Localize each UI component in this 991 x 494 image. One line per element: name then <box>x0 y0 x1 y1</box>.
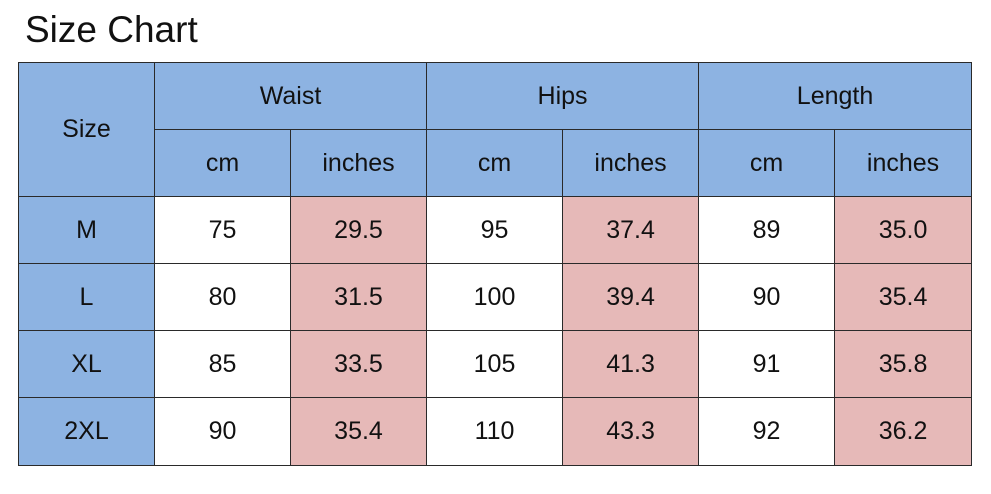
length-group-header: Length <box>698 62 973 130</box>
hips-inches-cell: 39.4 <box>562 263 700 331</box>
table-row: M 75 29.5 95 37.4 89 35.0 <box>18 196 973 264</box>
hips-group-header: Hips <box>426 62 700 130</box>
length-cm-cell: 90 <box>698 263 836 331</box>
hips-inches-cell: 43.3 <box>562 397 700 466</box>
hips-cm-cell: 95 <box>426 196 564 264</box>
table-row: XL 85 33.5 105 41.3 91 35.8 <box>18 330 973 398</box>
waist-cm-cell: 85 <box>154 330 291 398</box>
waist-inches-cell: 31.5 <box>289 263 428 331</box>
table-row: 2XL 90 35.4 110 43.3 92 36.2 <box>18 397 973 466</box>
length-inches-cell: 35.8 <box>834 330 973 398</box>
unit-header-hips-cm: cm <box>426 129 564 197</box>
page-title: Size Chart <box>25 9 198 50</box>
table-row: L 80 31.5 100 39.4 90 35.4 <box>18 263 973 331</box>
hips-cm-cell: 105 <box>426 330 564 398</box>
unit-header-hips-inches: inches <box>562 129 700 197</box>
size-column-header: Size <box>18 62 155 197</box>
hips-inches-cell: 37.4 <box>562 196 700 264</box>
size-label: XL <box>18 330 155 398</box>
size-label: M <box>18 196 155 264</box>
hips-cm-cell: 100 <box>426 263 564 331</box>
waist-group-header: Waist <box>153 62 428 130</box>
unit-header-waist-inches: inches <box>289 129 428 197</box>
waist-cm-cell: 80 <box>154 263 291 331</box>
hips-inches-cell: 41.3 <box>562 330 700 398</box>
length-cm-cell: 92 <box>698 397 836 466</box>
unit-header-waist-cm: cm <box>154 129 291 197</box>
waist-cm-cell: 75 <box>154 196 291 264</box>
waist-inches-cell: 35.4 <box>289 397 428 466</box>
length-inches-cell: 35.0 <box>834 196 973 264</box>
length-inches-cell: 35.4 <box>834 263 973 331</box>
length-inches-cell: 36.2 <box>834 397 973 466</box>
size-label: L <box>18 263 155 331</box>
waist-inches-cell: 29.5 <box>289 196 428 264</box>
size-label: 2XL <box>18 397 155 466</box>
unit-header-length-cm: cm <box>698 129 836 197</box>
unit-header-length-inches: inches <box>834 129 973 197</box>
waist-inches-cell: 33.5 <box>289 330 428 398</box>
size-chart-table: Size Waist Hips Length cm inches cm inch… <box>18 62 973 466</box>
waist-cm-cell: 90 <box>154 397 291 466</box>
length-cm-cell: 89 <box>698 196 836 264</box>
length-cm-cell: 91 <box>698 330 836 398</box>
hips-cm-cell: 110 <box>426 397 564 466</box>
